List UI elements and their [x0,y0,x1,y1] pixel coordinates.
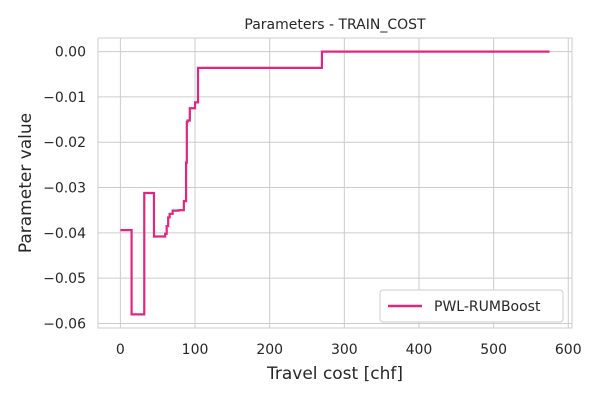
series-line [120,50,550,316]
y-tick-label: −0.06 [43,316,86,332]
chart-title: Parameters - TRAIN_COST [244,17,426,33]
y-tick-label: −0.05 [43,271,86,287]
y-axis-label: Parameter value [16,113,36,253]
x-tick-label: 0 [116,342,125,358]
x-axis-label: Travel cost [chf] [266,364,403,384]
grid [98,38,572,328]
y-tick-label: −0.02 [43,135,86,151]
y-tick-label: −0.01 [43,90,86,106]
y-axis-ticks: 0.00 −0.01 −0.02 −0.03 −0.04 −0.05 −0.06 [43,45,86,333]
legend-box [379,289,564,323]
y-tick-label: −0.03 [43,181,86,197]
x-axis-ticks: 0 100 200 300 400 500 600 [116,342,582,358]
x-tick-label: 300 [331,342,358,358]
y-tick-label: 0.00 [55,45,86,61]
plot-frame [97,37,573,329]
series-layer [120,50,550,316]
x-tick-label: 100 [182,342,209,358]
x-tick-label: 500 [480,342,507,358]
x-tick-label: 200 [256,342,283,358]
legend: PWL-RUMBoost [379,289,564,323]
x-tick-label: 400 [406,342,433,358]
y-tick-label: −0.04 [43,226,86,242]
legend-label: PWL-RUMBoost [434,299,541,315]
x-tick-label: 600 [555,342,582,358]
